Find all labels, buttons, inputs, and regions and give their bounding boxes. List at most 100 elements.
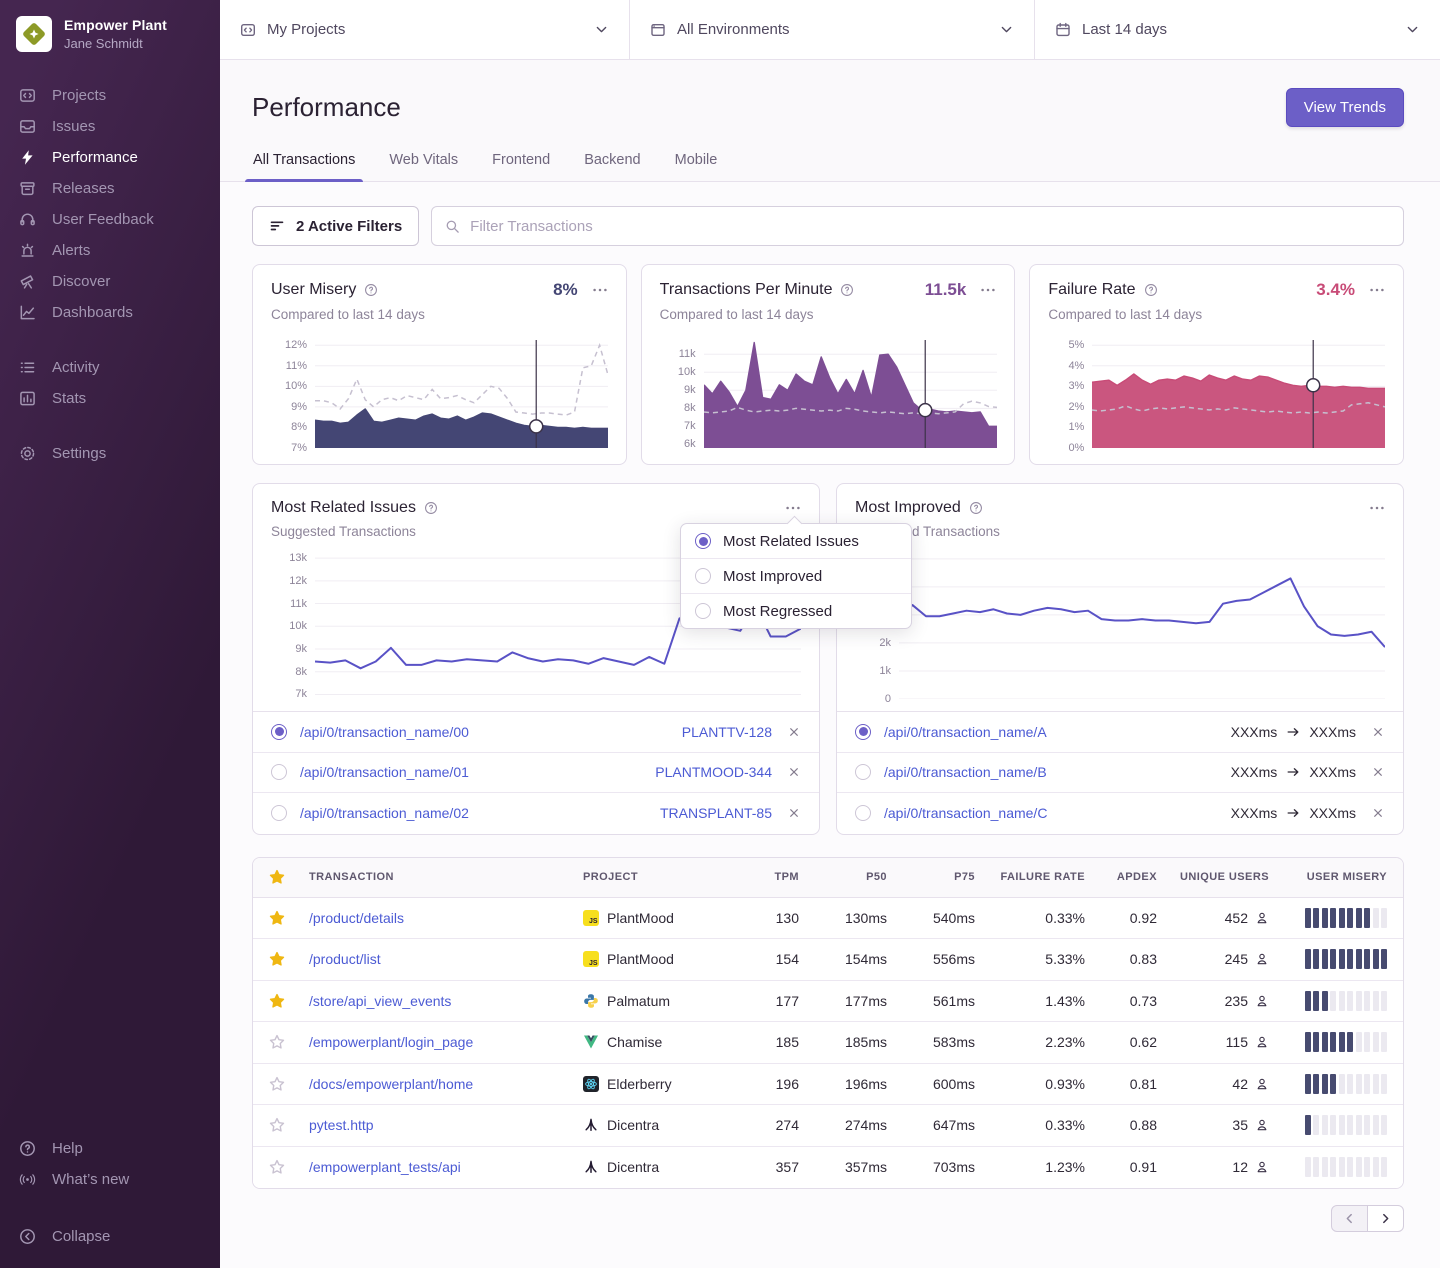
transaction-radio[interactable]	[271, 805, 287, 821]
question-circle-icon[interactable]	[969, 501, 983, 515]
project-cell[interactable]: Dicentra	[583, 1159, 733, 1175]
unique-users-cell: 12	[1232, 1159, 1269, 1175]
pagination-prev-button[interactable]	[1331, 1205, 1368, 1232]
project-filter-label: My Projects	[267, 21, 583, 38]
issue-link[interactable]: TRANSPLANT-85	[660, 805, 772, 821]
question-circle-icon[interactable]	[364, 283, 378, 297]
transaction-link[interactable]: /api/0/transaction_name/02	[300, 805, 647, 821]
y-axis-tick-label: 2%	[1048, 401, 1084, 413]
transaction-radio[interactable]	[855, 764, 871, 780]
date-range-dropdown[interactable]: Last 14 days	[1035, 0, 1440, 59]
active-filters-button[interactable]: 2 Active Filters	[252, 206, 419, 246]
transaction-link[interactable]: /docs/empowerplant/home	[309, 1076, 583, 1092]
sidebar-item-label: What’s new	[52, 1171, 129, 1188]
star-toggle[interactable]	[269, 1076, 309, 1092]
transaction-link[interactable]: /product/details	[309, 910, 583, 926]
project-cell[interactable]: JSPlantMood	[583, 910, 733, 926]
project-cell[interactable]: Elderberry	[583, 1076, 733, 1092]
project-filter-dropdown[interactable]: My Projects	[220, 0, 630, 59]
transaction-link[interactable]: /product/list	[309, 951, 583, 967]
transactions-per-minute-card: Transactions Per Minute11.5kCompared to …	[641, 264, 1016, 465]
transaction-link[interactable]: /api/0/transaction_name/01	[300, 764, 642, 780]
project-cell[interactable]: Dicentra	[583, 1117, 733, 1133]
transaction-radio[interactable]	[855, 805, 871, 821]
trend-transaction-row: /api/0/transaction_name/BXXXmsXXXms	[837, 753, 1403, 794]
view-trends-button[interactable]: View Trends	[1286, 88, 1404, 127]
pagination-next-button[interactable]	[1367, 1205, 1404, 1232]
sidebar-item-projects[interactable]: Projects	[0, 80, 220, 111]
column-header-p75: P75	[954, 871, 975, 883]
star-toggle[interactable]	[269, 993, 309, 1009]
transaction-radio[interactable]	[271, 724, 287, 740]
sidebar-item-what-s-new[interactable]: What’s new	[0, 1164, 220, 1195]
close-icon[interactable]	[1371, 725, 1385, 739]
sidebar-item-activity[interactable]: Activity	[0, 352, 220, 383]
close-icon[interactable]	[787, 765, 801, 779]
tab-all-transactions[interactable]: All Transactions	[252, 152, 356, 181]
duration-from: XXXms	[1231, 724, 1278, 740]
question-circle-icon[interactable]	[840, 283, 854, 297]
close-icon[interactable]	[1371, 806, 1385, 820]
search-input[interactable]	[470, 218, 1390, 235]
transaction-link[interactable]: /empowerplant_tests/api	[309, 1159, 583, 1175]
transaction-link[interactable]: /store/api_view_events	[309, 993, 583, 1009]
ellipsis-menu-button[interactable]	[785, 500, 801, 516]
ellipsis-menu-button[interactable]	[1369, 500, 1385, 516]
star-toggle[interactable]	[269, 951, 309, 967]
sidebar-collapse-button[interactable]: Collapse	[0, 1221, 220, 1252]
sidebar-item-releases[interactable]: Releases	[0, 173, 220, 204]
sidebar-item-issues[interactable]: Issues	[0, 111, 220, 142]
ellipsis-menu-button[interactable]	[980, 282, 996, 298]
date-range-label: Last 14 days	[1082, 21, 1394, 38]
transaction-radio[interactable]	[855, 724, 871, 740]
project-cell[interactable]: Chamise	[583, 1034, 733, 1050]
sidebar-item-dashboards[interactable]: Dashboards	[0, 297, 220, 328]
star-toggle[interactable]	[269, 1159, 309, 1175]
project-cell[interactable]: Palmatum	[583, 993, 733, 1009]
tab-frontend[interactable]: Frontend	[491, 152, 551, 181]
tpm-value: 130	[776, 910, 799, 926]
transaction-link[interactable]: /api/0/transaction_name/C	[884, 805, 1218, 821]
dropdown-item-most-improved[interactable]: Most Improved	[681, 558, 911, 593]
star-toggle[interactable]	[269, 1117, 309, 1133]
sidebar-item-stats[interactable]: Stats	[0, 383, 220, 414]
sidebar-item-alerts[interactable]: Alerts	[0, 235, 220, 266]
transaction-link[interactable]: pytest.http	[309, 1117, 583, 1133]
transaction-link[interactable]: /api/0/transaction_name/B	[884, 764, 1218, 780]
question-circle-icon[interactable]	[424, 501, 438, 515]
dropdown-item-most-regressed[interactable]: Most Regressed	[681, 593, 911, 628]
star-toggle[interactable]	[269, 910, 309, 926]
tab-backend[interactable]: Backend	[583, 152, 641, 181]
sidebar-item-label: Dashboards	[52, 304, 133, 321]
issue-link[interactable]: PLANTMOOD-344	[655, 764, 772, 780]
project-name: Elderberry	[607, 1076, 672, 1092]
sidebar-item-user-feedback[interactable]: User Feedback	[0, 204, 220, 235]
star-toggle[interactable]	[269, 1034, 309, 1050]
close-icon[interactable]	[1371, 765, 1385, 779]
transaction-link[interactable]: /api/0/transaction_name/A	[884, 724, 1218, 740]
close-icon[interactable]	[787, 725, 801, 739]
tab-mobile[interactable]: Mobile	[674, 152, 719, 181]
close-icon[interactable]	[787, 806, 801, 820]
environment-filter-dropdown[interactable]: All Environments	[630, 0, 1035, 59]
search-icon	[445, 219, 460, 234]
transaction-radio[interactable]	[271, 764, 287, 780]
person-icon	[1255, 1035, 1269, 1049]
issue-link[interactable]: PLANTTV-128	[682, 724, 772, 740]
unique-users-cell: 245	[1225, 951, 1269, 967]
tab-web-vitals[interactable]: Web Vitals	[388, 152, 459, 181]
ellipsis-menu-button[interactable]	[592, 282, 608, 298]
transaction-link[interactable]: /empowerplant/login_page	[309, 1034, 583, 1050]
ellipsis-menu-button[interactable]	[1369, 282, 1385, 298]
sidebar-item-help[interactable]: Help	[0, 1133, 220, 1164]
question-circle-icon[interactable]	[1144, 283, 1158, 297]
org-switcher[interactable]: Empower Plant Jane Schmidt	[0, 16, 220, 52]
p75-value: 540ms	[933, 910, 975, 926]
project-cell[interactable]: JSPlantMood	[583, 951, 733, 967]
duration-to: XXXms	[1309, 724, 1356, 740]
sidebar-item-discover[interactable]: Discover	[0, 266, 220, 297]
sidebar-item-settings[interactable]: Settings	[0, 438, 220, 469]
dropdown-item-most-related-issues[interactable]: Most Related Issues	[681, 524, 911, 558]
transaction-link[interactable]: /api/0/transaction_name/00	[300, 724, 669, 740]
sidebar-item-performance[interactable]: Performance	[0, 142, 220, 173]
